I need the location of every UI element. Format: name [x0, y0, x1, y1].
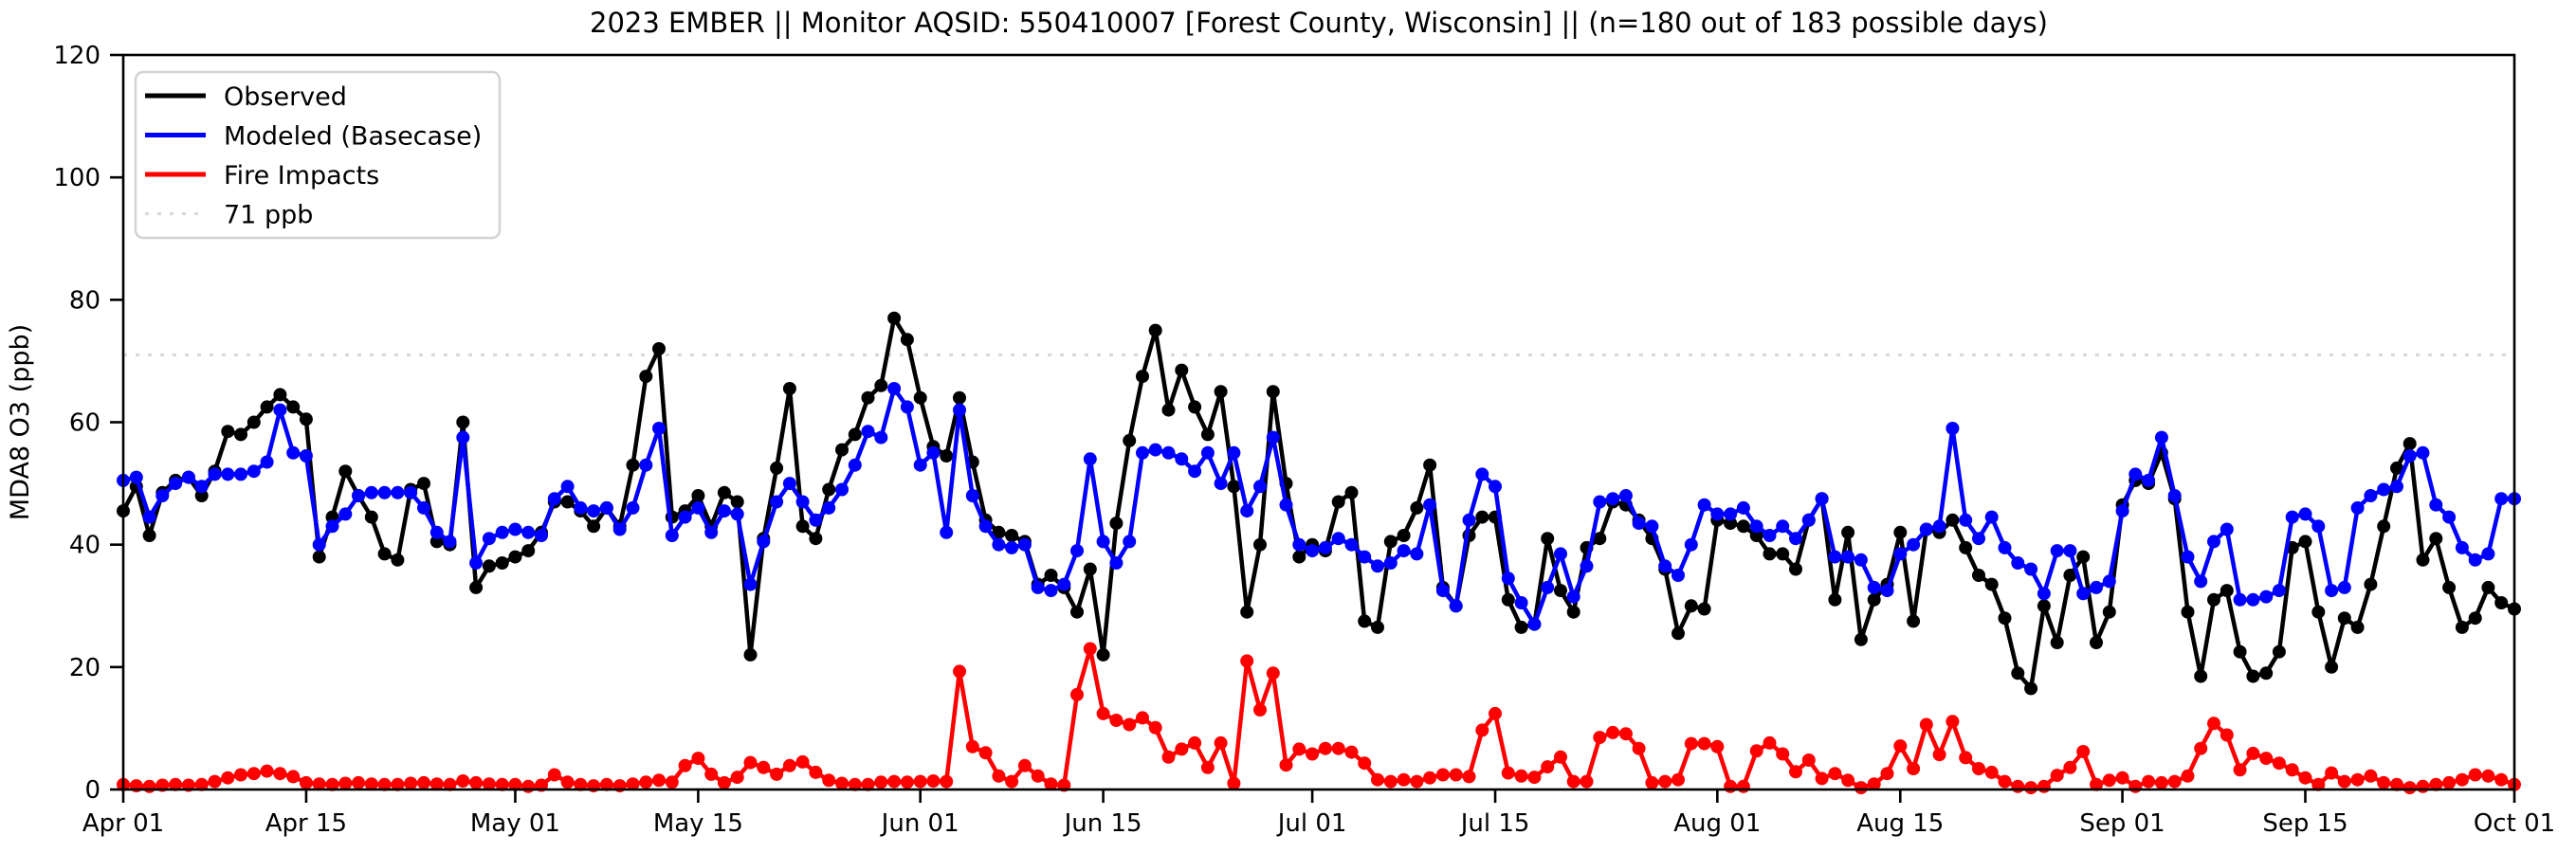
plot-layer	[117, 311, 2521, 795]
legend-box	[134, 70, 502, 240]
axis-layer: 0 20 40 60 80 100 120 Apr 01 Apr 15 May 01 May 15 J…	[53, 42, 2555, 838]
y-tick-label: 20	[69, 654, 100, 682]
observed-line	[121, 316, 2515, 691]
x-tick-label: Jul 01	[1276, 809, 1347, 838]
x-tick-label: Jun 01	[880, 809, 959, 838]
x-tick-label: Sep 01	[2079, 809, 2165, 838]
x-tick-label: Sep 15	[2262, 809, 2348, 838]
legend-label: Fire Impacts	[224, 161, 379, 191]
x-tick-label: Aug 01	[1673, 809, 1761, 838]
x-tick-label: Aug 15	[1856, 809, 1944, 838]
fire-impacts-line	[122, 646, 2515, 790]
chart-title: 2023 EMBER || Monitor AQSID: 550410007 […	[590, 7, 2048, 39]
y-tick-label: 100	[53, 164, 100, 192]
y-tick-label: 40	[69, 532, 100, 560]
modeled-basecase-line	[122, 386, 2514, 626]
legend: Observed Modeled (Basecase) Fire Impacts 71…	[134, 70, 502, 240]
x-tick-label: Jun 15	[1063, 809, 1142, 838]
y-tick-label: 120	[53, 42, 100, 70]
y-tick-label: 80	[69, 286, 100, 315]
observed-series	[117, 311, 2521, 696]
legend-label: 71 ppb	[224, 201, 313, 230]
x-tick-label: May 15	[653, 809, 743, 838]
x-tick-label: Apr 15	[265, 809, 347, 838]
y-axis-label: MDA8 O3 (ppb)	[6, 324, 35, 520]
legend-label: Modeled (Basecase)	[224, 122, 482, 152]
legend-label: Observed	[224, 82, 347, 112]
fire-impacts-series	[117, 642, 2521, 795]
modeled-basecase-series	[117, 382, 2521, 631]
y-tick-label: 60	[69, 409, 100, 438]
y-tick-label: 0	[84, 776, 100, 805]
x-tick-label: Oct 01	[2474, 809, 2555, 838]
x-tick-label: May 01	[470, 809, 560, 838]
x-tick-label: Apr 01	[82, 809, 164, 838]
x-tick-label: Jul 15	[1459, 809, 1530, 838]
